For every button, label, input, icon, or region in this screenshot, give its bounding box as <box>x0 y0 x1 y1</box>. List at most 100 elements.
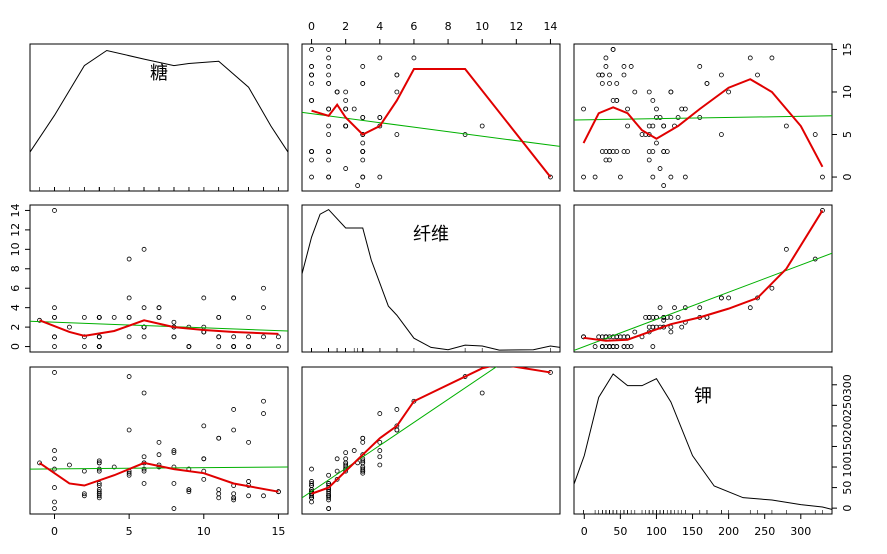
data-point <box>377 115 383 120</box>
data-point <box>632 329 638 335</box>
data-point <box>246 439 251 445</box>
data-point <box>592 174 598 180</box>
data-point <box>610 47 616 52</box>
data-point <box>343 98 349 103</box>
data-point <box>261 398 266 404</box>
panel-frame <box>301 43 561 192</box>
data-point <box>411 55 417 61</box>
data-point <box>67 462 72 468</box>
data-point <box>171 506 177 511</box>
data-point <box>326 489 332 495</box>
data-point <box>675 115 681 120</box>
data-point <box>603 64 609 69</box>
x-tick-label: 50 <box>613 525 627 538</box>
x-tick-label: 250 <box>754 525 775 538</box>
data-point <box>261 305 266 311</box>
data-point <box>67 324 72 330</box>
data-point <box>326 132 332 137</box>
data-point <box>96 481 102 486</box>
data-point <box>621 72 627 78</box>
data-point <box>261 334 266 340</box>
data-point <box>682 174 688 180</box>
data-point <box>231 491 237 497</box>
data-point <box>326 495 332 501</box>
data-point <box>334 456 340 462</box>
data-point <box>650 344 656 349</box>
data-point <box>599 72 605 78</box>
data-point <box>96 460 102 466</box>
variable-name: 钾 <box>694 386 712 407</box>
data-point <box>360 466 366 472</box>
data-point <box>603 157 609 163</box>
data-point <box>326 47 332 52</box>
data-point <box>126 334 132 340</box>
data-point <box>96 491 102 497</box>
data-point <box>309 149 314 154</box>
data-point <box>309 47 314 52</box>
data-point <box>657 305 663 311</box>
data-point <box>141 468 147 474</box>
smooth-fit <box>582 78 824 168</box>
data-point <box>52 208 57 213</box>
data-point <box>186 344 192 349</box>
data-point <box>171 450 177 456</box>
data-point <box>360 458 366 464</box>
data-point <box>309 72 314 78</box>
data-point <box>326 174 332 180</box>
y-tick-label: 6 <box>9 285 22 292</box>
data-point <box>617 174 623 180</box>
data-point <box>246 493 251 499</box>
data-point <box>326 123 332 129</box>
data-point <box>783 246 789 252</box>
data-point <box>201 295 207 301</box>
data-point <box>360 174 366 180</box>
y-tick-label: 0 <box>9 343 22 350</box>
panel <box>30 208 288 349</box>
panel <box>302 47 560 188</box>
data-point <box>820 208 825 213</box>
x-tick-label: 15 <box>271 525 285 538</box>
x-tick-label: 150 <box>682 525 703 538</box>
data-point <box>126 314 132 320</box>
data-point <box>216 491 222 497</box>
y-tick-label: 4 <box>9 304 22 311</box>
panel <box>574 373 832 514</box>
data-point <box>360 460 366 466</box>
data-point <box>309 481 314 486</box>
x-tick-label: 100 <box>646 525 667 538</box>
data-point <box>326 481 332 486</box>
data-point <box>141 305 147 311</box>
data-point <box>769 55 775 61</box>
data-point <box>216 344 222 349</box>
data-point <box>186 489 192 495</box>
data-point <box>201 476 207 482</box>
data-point <box>377 55 383 61</box>
x-tick-label: 8 <box>445 20 452 33</box>
data-point <box>216 487 222 493</box>
data-point <box>96 489 102 495</box>
data-point <box>309 495 314 501</box>
x-tick-label: 300 <box>790 525 811 538</box>
data-point <box>646 324 652 330</box>
data-point <box>141 390 147 396</box>
data-point <box>111 314 117 320</box>
data-point <box>621 64 627 69</box>
data-point <box>581 334 586 340</box>
panel-frame <box>573 43 833 192</box>
x-tick-label: 0 <box>51 525 58 538</box>
data-point <box>610 98 616 103</box>
y-tick-label: 300 <box>841 374 854 395</box>
data-point <box>334 468 340 474</box>
data-point <box>52 314 57 320</box>
panel-frame <box>301 366 561 515</box>
data-point <box>231 334 237 340</box>
linear-fit <box>574 115 832 121</box>
data-point <box>201 456 207 462</box>
data-point <box>646 314 652 320</box>
data-point <box>668 89 674 95</box>
data-point <box>343 450 349 456</box>
data-point <box>592 344 598 349</box>
panel-frame <box>573 204 833 353</box>
data-point <box>334 476 340 482</box>
